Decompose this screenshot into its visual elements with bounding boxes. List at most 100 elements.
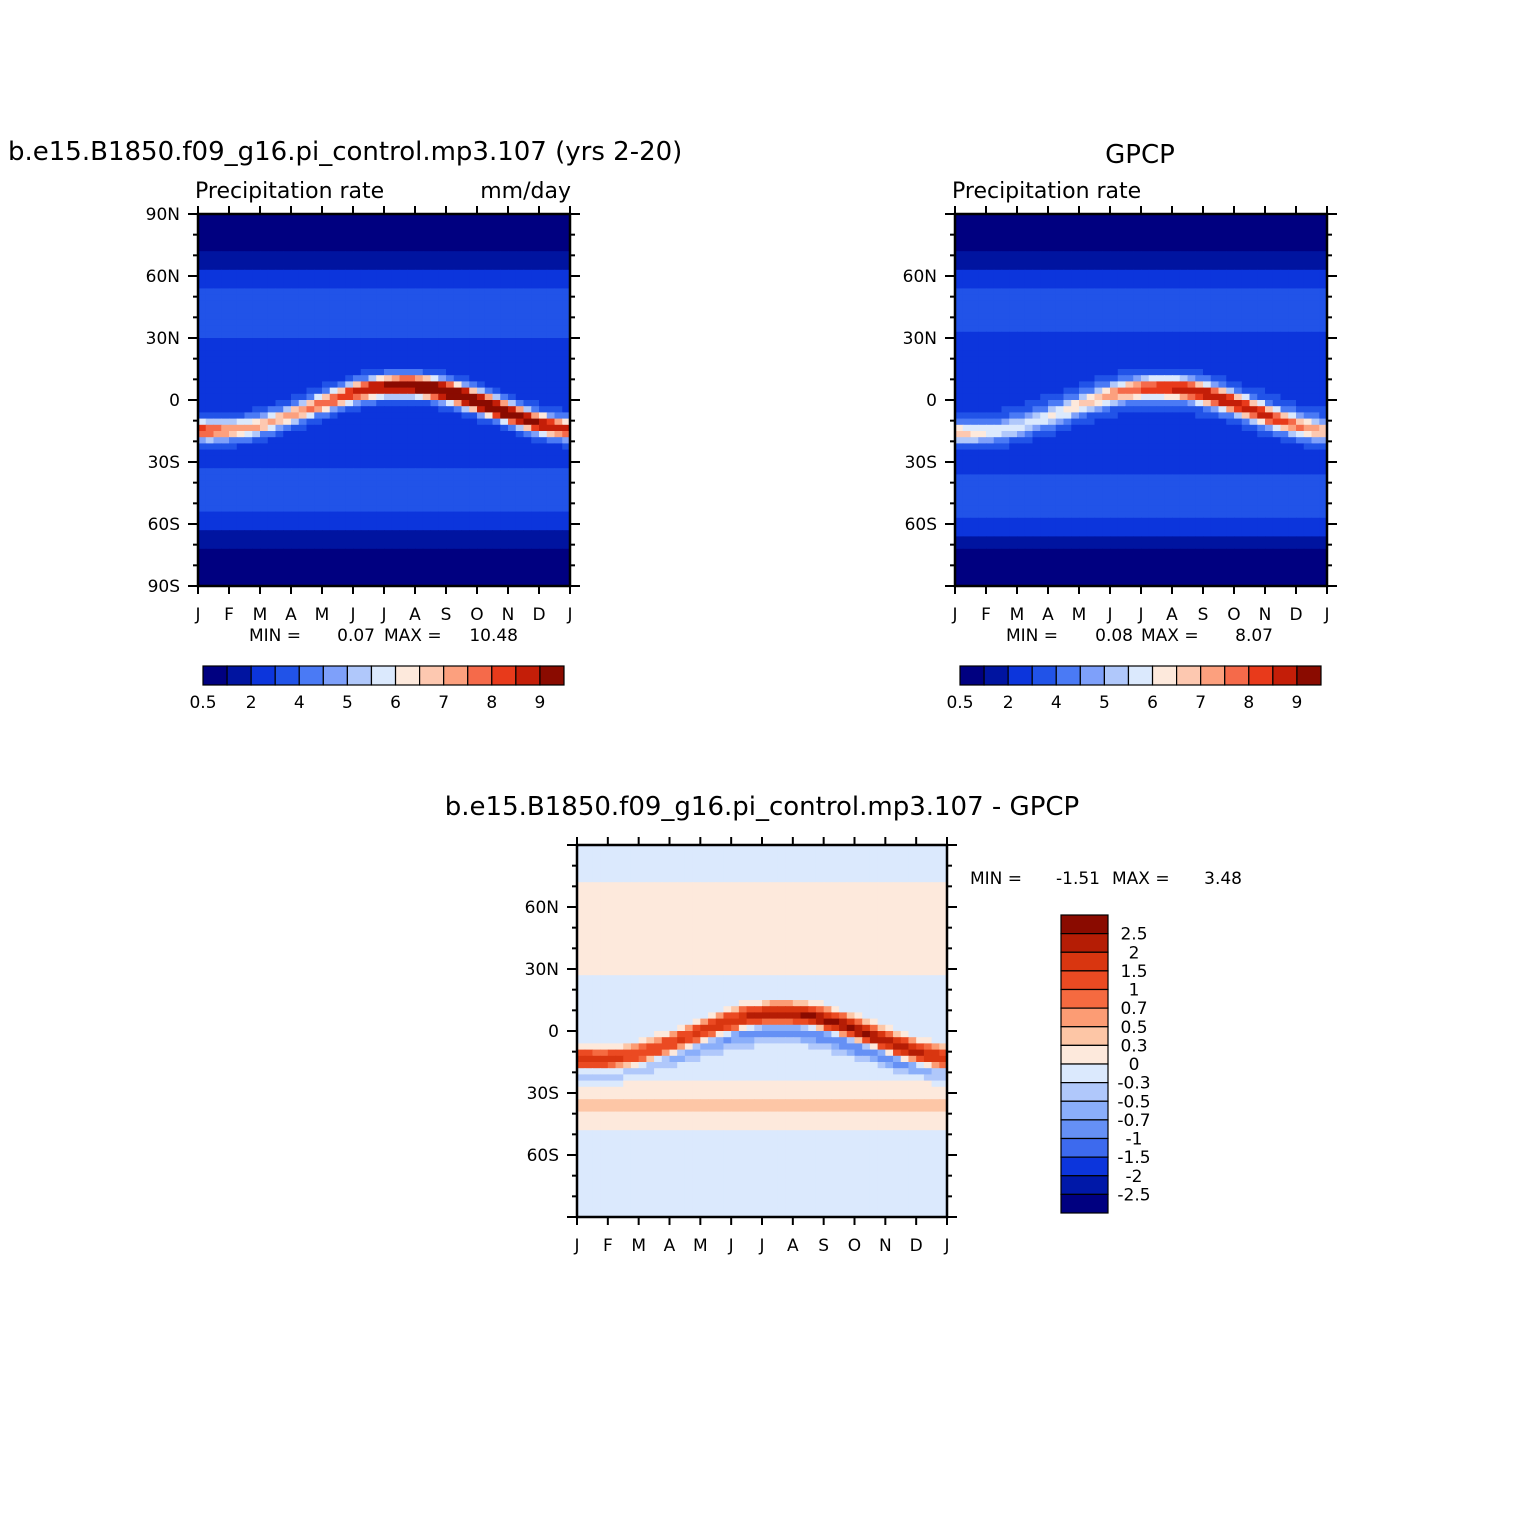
model-cell	[260, 257, 269, 265]
model-cell	[531, 331, 540, 339]
model-cell	[368, 369, 377, 376]
obs-cell	[1110, 238, 1119, 246]
obs-cell	[1001, 362, 1010, 370]
model-cell	[446, 387, 455, 395]
obs-cell	[1094, 393, 1103, 401]
obs-cell	[1218, 387, 1227, 395]
obs-cell	[955, 406, 964, 413]
model-cell	[314, 412, 323, 420]
obs-cell	[1125, 232, 1134, 240]
model-cell	[469, 486, 478, 494]
model-cell	[275, 313, 284, 320]
obs-cell	[1218, 220, 1227, 227]
obs-cell	[1063, 474, 1072, 482]
obs-cell	[1141, 375, 1150, 382]
obs-cell	[1172, 257, 1181, 265]
model-cell	[546, 418, 556, 426]
model-cell	[515, 251, 525, 258]
obs-cell	[1187, 468, 1196, 475]
model-cell	[314, 511, 323, 519]
model-cell	[515, 548, 525, 556]
obs-cell	[1133, 245, 1142, 252]
obs-cell	[1257, 282, 1266, 289]
model-cell	[337, 288, 346, 296]
model-cell	[438, 505, 447, 513]
obs-cell	[970, 263, 979, 271]
obs-cell	[1257, 443, 1266, 451]
obs-cell	[1148, 220, 1158, 227]
model-cell	[415, 499, 424, 506]
obs-cell	[1195, 251, 1204, 258]
obs-cell	[1272, 455, 1282, 463]
obs-cell	[1133, 375, 1142, 382]
obs-cell	[1234, 344, 1243, 351]
obs-cell	[1203, 300, 1212, 308]
obs-cell	[1117, 443, 1127, 451]
model-cell	[205, 338, 215, 345]
model-cell	[353, 412, 362, 420]
model-cell	[337, 226, 346, 234]
model-cell	[539, 567, 548, 575]
model-cell	[446, 530, 455, 537]
model-cell	[353, 282, 362, 289]
model-cell	[221, 406, 230, 413]
obs-cell	[1272, 431, 1282, 438]
model-cell	[252, 232, 261, 240]
model-cell	[477, 381, 486, 389]
model-cell	[484, 214, 494, 221]
model-cell	[275, 579, 284, 587]
obs-cell	[1179, 263, 1189, 271]
obs-cell	[1203, 480, 1212, 488]
model-cell	[283, 220, 292, 227]
model-cell	[260, 579, 269, 587]
model-cell	[422, 542, 432, 550]
model-cell	[508, 499, 517, 506]
model-cell	[291, 220, 300, 227]
model-cell	[492, 555, 501, 562]
model-cell	[283, 381, 292, 389]
model-cell	[562, 486, 571, 494]
model-cell	[384, 542, 393, 550]
model-cell	[298, 536, 308, 544]
model-cell	[345, 338, 354, 345]
obs-cell	[1288, 381, 1297, 389]
obs-cell	[1032, 257, 1041, 265]
obs-cell	[978, 344, 987, 351]
model-cell	[267, 238, 277, 246]
model-cell	[198, 437, 207, 444]
model-cell	[267, 424, 277, 432]
model-cell	[291, 276, 300, 283]
obs-cell	[1156, 406, 1165, 413]
model-cell	[368, 555, 377, 562]
obs-cell	[1311, 443, 1320, 451]
obs-cell	[1156, 431, 1165, 438]
model-cell	[407, 567, 416, 575]
model-cell	[298, 251, 308, 258]
model-cell	[477, 387, 486, 395]
model-cell	[453, 530, 463, 537]
obs-cell	[1055, 480, 1065, 488]
obs-cell	[1265, 288, 1274, 296]
model-cell	[508, 331, 517, 339]
obs-cell	[1148, 319, 1158, 327]
model-cell	[376, 257, 385, 265]
model-cell	[384, 325, 393, 333]
model-cell	[415, 251, 424, 258]
model-cell	[314, 300, 323, 308]
model-cell	[213, 257, 222, 265]
model-cell	[546, 437, 556, 444]
model-cell	[329, 524, 339, 531]
model-cell	[562, 579, 571, 587]
model-cell	[329, 232, 339, 240]
model-cell	[322, 344, 331, 351]
model-cell	[229, 443, 238, 451]
model-cell	[384, 393, 393, 401]
obs-cell	[1071, 276, 1080, 283]
model-cell	[229, 226, 238, 234]
obs-cell	[1257, 393, 1266, 401]
model-cell	[415, 282, 424, 289]
model-cell	[368, 480, 377, 488]
model-cell	[391, 300, 401, 308]
obs-cell	[1117, 356, 1127, 364]
model-cell	[438, 226, 447, 234]
